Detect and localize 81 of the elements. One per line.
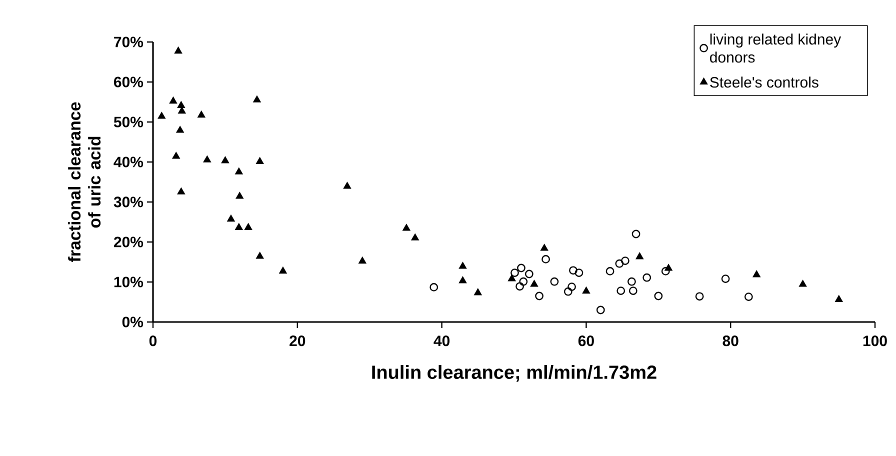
point [177, 188, 185, 194]
x-tick-label: 100 [863, 336, 887, 346]
point [198, 111, 206, 118]
point [508, 274, 516, 282]
point [524, 270, 534, 278]
point [628, 286, 638, 295]
point [636, 252, 644, 260]
point [459, 262, 466, 269]
point [744, 292, 753, 301]
point [256, 252, 264, 259]
legend-label: living related kidney donors [710, 34, 842, 63]
point [627, 277, 636, 286]
x-tick-label: 60 [578, 336, 594, 346]
point [519, 277, 528, 286]
legend-label: Steele's controls [710, 76, 818, 88]
point [632, 230, 640, 238]
point [402, 224, 410, 231]
point [574, 268, 584, 277]
point [752, 270, 760, 278]
x-tick-label: 0 [149, 336, 157, 346]
point [721, 274, 730, 283]
point [799, 280, 807, 287]
y-tick-label: 70% [114, 36, 144, 48]
y-tick-label: 60% [114, 76, 144, 88]
x-tick-label: 40 [434, 336, 450, 346]
point [176, 126, 184, 133]
y-tick-label: 10% [114, 276, 144, 288]
point [620, 256, 630, 266]
x-tick-label: 80 [722, 336, 738, 346]
point [170, 97, 177, 104]
point [236, 192, 244, 199]
point [172, 152, 180, 159]
point [616, 286, 626, 295]
point [203, 156, 211, 162]
point [510, 268, 519, 277]
point [606, 267, 614, 276]
point [569, 266, 578, 275]
point [244, 223, 252, 230]
point [459, 276, 466, 284]
x-axis-title: Inulin clearance; ml/min/1.73m2 [372, 365, 656, 382]
point [664, 264, 672, 271]
point [221, 156, 229, 164]
x-tick-label: 20 [290, 336, 306, 346]
point [256, 157, 264, 164]
point [642, 273, 652, 282]
y-tick-label: 50% [114, 116, 144, 128]
point [568, 282, 576, 292]
y-tick-label: 0% [122, 316, 144, 328]
point [550, 277, 559, 286]
point [279, 267, 287, 274]
point [596, 306, 605, 314]
point [227, 215, 235, 222]
point [158, 112, 166, 119]
point [564, 287, 572, 296]
y-axis-title: fractional clearance of uric acid [68, 102, 101, 262]
point [516, 282, 524, 291]
point [517, 264, 526, 272]
point [661, 267, 670, 276]
point [615, 259, 624, 268]
point [177, 101, 185, 108]
point [235, 168, 243, 174]
point [582, 287, 590, 294]
point [542, 255, 550, 264]
y-tick-label: 20% [114, 236, 144, 248]
y-tick-label: 30% [114, 196, 144, 208]
point [430, 283, 438, 292]
point [253, 96, 261, 102]
point [358, 257, 366, 264]
y-tick-label: 40% [114, 156, 144, 168]
point [178, 107, 186, 114]
point [654, 292, 663, 300]
point [835, 295, 843, 302]
point [235, 223, 243, 230]
point [695, 292, 704, 301]
point [535, 292, 544, 300]
point [411, 234, 419, 240]
point [474, 288, 482, 296]
point [174, 47, 182, 54]
point [344, 182, 351, 189]
point [530, 280, 538, 287]
point [540, 244, 548, 251]
